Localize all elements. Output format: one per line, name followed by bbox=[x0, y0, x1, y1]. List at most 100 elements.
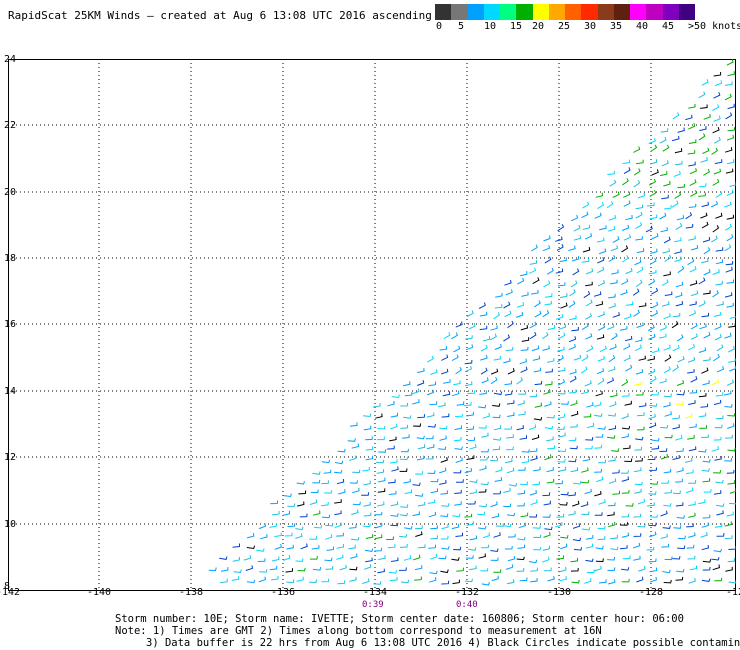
wind-barb bbox=[269, 565, 278, 571]
wind-barb bbox=[298, 490, 307, 495]
wind-barb bbox=[651, 232, 659, 240]
y-tick-label: 12 bbox=[4, 452, 17, 463]
wind-barb bbox=[724, 201, 732, 208]
wind-barb bbox=[351, 509, 359, 515]
wind-barb bbox=[378, 449, 387, 453]
wind-barb bbox=[663, 579, 672, 584]
wind-barb bbox=[480, 568, 489, 572]
legend-swatch bbox=[597, 4, 614, 20]
wind-barb bbox=[594, 413, 603, 417]
wind-barb bbox=[727, 412, 736, 417]
wind-barb bbox=[478, 503, 488, 508]
wind-barb bbox=[568, 343, 576, 351]
wind-barb bbox=[724, 332, 732, 339]
wind-barb bbox=[660, 533, 668, 539]
wind-barb bbox=[533, 546, 542, 551]
wind-barb bbox=[701, 578, 711, 582]
wind-barb bbox=[585, 558, 594, 562]
wind-barb bbox=[623, 234, 632, 241]
wind-barb bbox=[701, 544, 709, 551]
wind-barb bbox=[521, 337, 530, 342]
wind-barb bbox=[702, 514, 711, 519]
wind-barb bbox=[547, 325, 556, 331]
wind-barb bbox=[466, 411, 474, 417]
wind-barb bbox=[638, 302, 647, 308]
wind-barb bbox=[378, 477, 386, 483]
wind-barb bbox=[637, 192, 646, 199]
wind-barb bbox=[726, 379, 735, 386]
wind-barb bbox=[490, 557, 499, 561]
wind-barb bbox=[544, 300, 552, 306]
wind-barb bbox=[372, 403, 381, 408]
wind-barb bbox=[700, 104, 708, 109]
wind-barb bbox=[663, 393, 672, 398]
wind-barb bbox=[517, 502, 525, 507]
wind-barb bbox=[373, 581, 382, 585]
legend-swatch bbox=[646, 4, 663, 20]
wind-barb bbox=[412, 482, 421, 487]
wind-barb bbox=[442, 391, 451, 397]
wind-barb bbox=[492, 403, 501, 407]
wind-barb bbox=[610, 546, 619, 551]
wind-barb bbox=[700, 532, 708, 538]
wind-barb bbox=[505, 458, 513, 464]
wind-barb bbox=[466, 310, 474, 317]
wind-barb bbox=[375, 413, 383, 419]
wind-barb bbox=[529, 514, 538, 518]
legend-swatch bbox=[516, 4, 533, 20]
wind-barb bbox=[376, 501, 385, 507]
wind-barb bbox=[609, 344, 617, 350]
wind-barb bbox=[517, 536, 526, 541]
wind-barb bbox=[660, 480, 669, 484]
wind-barb bbox=[727, 480, 735, 485]
wind-barb bbox=[544, 454, 552, 461]
wind-barb bbox=[246, 533, 255, 539]
wind-barb bbox=[649, 531, 657, 538]
wind-barb bbox=[648, 422, 657, 429]
wind-barb bbox=[308, 579, 318, 584]
wind-barb bbox=[469, 565, 477, 571]
wind-barb bbox=[516, 302, 525, 308]
wind-barb bbox=[430, 553, 438, 560]
wind-barb bbox=[491, 575, 499, 582]
wind-barb bbox=[675, 281, 684, 288]
wind-barb bbox=[469, 444, 477, 450]
wind-barb bbox=[690, 245, 699, 251]
wind-barb bbox=[648, 558, 657, 563]
wind-barb bbox=[703, 290, 711, 295]
wind-barb bbox=[660, 510, 668, 517]
wind-barb bbox=[530, 577, 538, 583]
wind-barb bbox=[687, 356, 696, 363]
wind-barb bbox=[232, 543, 240, 548]
wind-barb bbox=[646, 546, 655, 551]
wind-barb bbox=[378, 555, 386, 560]
wind-barb bbox=[478, 302, 486, 309]
wind-barb bbox=[713, 469, 722, 474]
wind-barb bbox=[425, 435, 434, 440]
wind-barb bbox=[581, 322, 589, 331]
wind-barb bbox=[729, 365, 736, 372]
wind-barb bbox=[622, 445, 631, 450]
legend-swatch bbox=[565, 4, 582, 20]
wind-barb bbox=[455, 413, 464, 418]
wind-barb bbox=[636, 248, 645, 254]
wind-barb bbox=[698, 347, 707, 353]
wind-barb bbox=[427, 355, 435, 363]
wind-barb bbox=[336, 554, 344, 560]
wind-barb bbox=[650, 248, 658, 254]
wind-barb bbox=[723, 390, 732, 396]
wind-barb bbox=[557, 413, 566, 419]
legend-swatch bbox=[532, 4, 549, 20]
wind-barb bbox=[702, 459, 711, 463]
wind-barb bbox=[659, 324, 667, 331]
wind-barb bbox=[663, 271, 671, 277]
wind-barb bbox=[389, 436, 397, 442]
wind-barb bbox=[713, 168, 722, 175]
wind-barb bbox=[489, 333, 497, 341]
wind-barb bbox=[440, 535, 449, 540]
wind-barb bbox=[724, 458, 733, 462]
legend-label: 0 bbox=[436, 21, 443, 32]
wind-barb bbox=[620, 522, 629, 526]
wind-barb bbox=[312, 510, 321, 516]
wind-barb bbox=[352, 487, 360, 494]
